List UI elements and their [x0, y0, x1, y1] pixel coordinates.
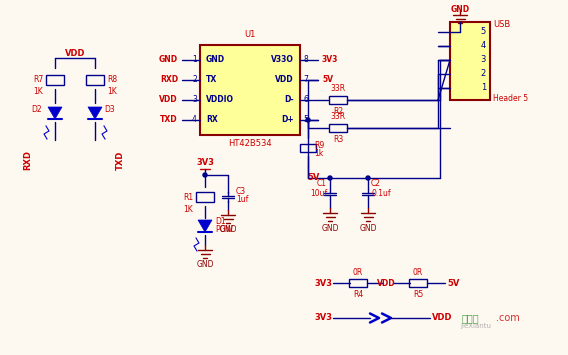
Text: D+: D+: [281, 115, 294, 125]
Polygon shape: [88, 107, 102, 119]
Text: 33R: 33R: [331, 112, 345, 121]
Text: RXD: RXD: [160, 76, 178, 84]
Text: R2: R2: [333, 107, 343, 116]
Text: 2: 2: [481, 70, 486, 78]
Text: 0R: 0R: [413, 268, 423, 277]
Text: VDD: VDD: [377, 279, 395, 288]
Text: TX: TX: [206, 76, 217, 84]
Text: 5V: 5V: [308, 174, 320, 182]
Bar: [329, 124, 347, 132]
Text: jieXiantu: jieXiantu: [460, 323, 491, 329]
Text: 1K: 1K: [107, 87, 117, 97]
Text: D3: D3: [104, 105, 115, 115]
Text: TXD: TXD: [160, 115, 178, 125]
Text: RX: RX: [206, 115, 218, 125]
Text: 3V3: 3V3: [314, 313, 332, 322]
Text: VDD: VDD: [160, 95, 178, 104]
Text: 接线图: 接线图: [462, 313, 479, 323]
Text: VDD: VDD: [275, 76, 294, 84]
Text: VDDIO: VDDIO: [206, 95, 234, 104]
Text: POW: POW: [215, 225, 233, 235]
Text: D2: D2: [31, 105, 42, 115]
Text: R7: R7: [33, 76, 43, 84]
Text: GND: GND: [197, 260, 214, 269]
Text: 1K: 1K: [183, 204, 193, 213]
Text: 7: 7: [303, 76, 308, 84]
Text: D-: D-: [285, 95, 294, 104]
Text: VDD: VDD: [65, 49, 85, 58]
Bar: [46, 75, 64, 85]
Text: C1: C1: [317, 179, 327, 187]
Text: 2: 2: [192, 76, 197, 84]
Text: 6: 6: [303, 95, 308, 104]
Text: 1uf: 1uf: [236, 196, 248, 204]
Bar: [300, 144, 316, 152]
Text: GND: GND: [359, 224, 377, 233]
Bar: [86, 75, 104, 85]
Text: GND: GND: [159, 55, 178, 65]
Text: 0.1uf: 0.1uf: [371, 189, 391, 197]
Text: 4: 4: [192, 115, 197, 125]
Bar: [329, 96, 347, 104]
Text: R4: R4: [353, 290, 363, 299]
Text: 3V3: 3V3: [322, 55, 339, 65]
Circle shape: [203, 173, 207, 177]
Text: C3: C3: [236, 187, 246, 197]
Text: 3: 3: [481, 55, 486, 65]
Text: 3V3: 3V3: [196, 158, 214, 167]
Polygon shape: [198, 220, 212, 232]
Text: GND: GND: [219, 225, 237, 234]
Text: D1: D1: [215, 218, 225, 226]
Text: 10uf: 10uf: [310, 189, 327, 197]
Text: HT42B534: HT42B534: [228, 139, 272, 148]
Text: C2: C2: [371, 179, 381, 187]
Text: R5: R5: [413, 290, 423, 299]
Text: 1: 1: [481, 83, 486, 93]
Text: R3: R3: [333, 135, 343, 144]
Text: USB: USB: [493, 20, 510, 29]
Circle shape: [366, 176, 370, 180]
Text: R1: R1: [183, 192, 193, 202]
Text: 5: 5: [303, 115, 308, 125]
Text: V33O: V33O: [271, 55, 294, 65]
Text: TXD: TXD: [115, 150, 124, 170]
Text: 1: 1: [192, 55, 197, 65]
Text: GND: GND: [321, 224, 339, 233]
Text: 5V: 5V: [322, 76, 333, 84]
Circle shape: [306, 118, 310, 122]
Bar: [409, 279, 427, 287]
Text: 0R: 0R: [353, 268, 363, 277]
Text: GND: GND: [450, 5, 470, 15]
Text: VDD: VDD: [432, 313, 453, 322]
Bar: [349, 279, 367, 287]
Text: 1K: 1K: [34, 87, 43, 97]
Text: U1: U1: [244, 30, 256, 39]
Text: 3: 3: [192, 95, 197, 104]
Text: 8: 8: [303, 55, 308, 65]
Text: Header 5: Header 5: [493, 94, 528, 103]
Text: 3V3: 3V3: [314, 279, 332, 288]
Bar: [200, 45, 300, 135]
Text: RXD: RXD: [23, 150, 32, 170]
Text: R9: R9: [314, 142, 324, 151]
Text: 5: 5: [481, 27, 486, 37]
Text: 1k: 1k: [314, 149, 323, 158]
Text: GND: GND: [206, 55, 225, 65]
Bar: [450, 22, 490, 100]
Bar: [196, 192, 214, 202]
Text: .com: .com: [496, 313, 520, 323]
Text: R8: R8: [107, 76, 117, 84]
Circle shape: [328, 176, 332, 180]
Text: 33R: 33R: [331, 84, 345, 93]
Text: 4: 4: [481, 42, 486, 50]
Text: 5V: 5V: [447, 279, 460, 288]
Polygon shape: [48, 107, 62, 119]
